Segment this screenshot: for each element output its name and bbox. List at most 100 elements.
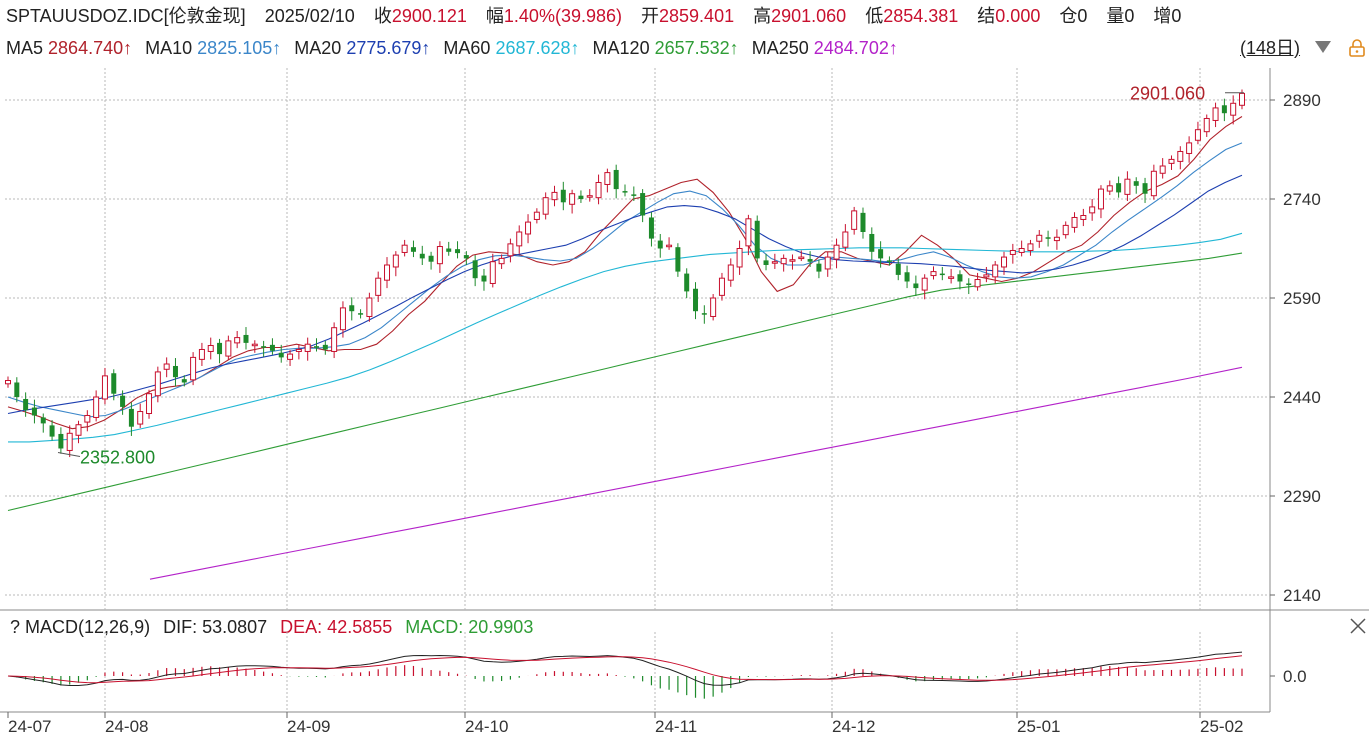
low-value: 2854.381 [883, 6, 959, 26]
symbol-title: SPTAUUSDOZ.IDC[伦敦金现] [6, 6, 246, 26]
candle-body [913, 283, 919, 289]
candle-body [1203, 117, 1210, 133]
candle-body [1001, 256, 1008, 268]
candle-body [798, 256, 805, 260]
vol-label: 量 [1106, 6, 1125, 26]
candle-body [489, 261, 496, 284]
candle-body [974, 279, 981, 288]
candle-body [569, 193, 576, 205]
candle-body [154, 371, 161, 397]
candle-body [921, 277, 928, 291]
candle-body [1116, 183, 1122, 193]
candle-body [455, 249, 461, 254]
open-value: 2859.401 [659, 6, 735, 26]
x-tick-label: 25-01 [1017, 717, 1060, 736]
candle-body [1080, 215, 1087, 220]
candle-body [481, 275, 487, 282]
candle-body [128, 408, 134, 427]
candle-body [428, 255, 434, 262]
candle-body [551, 191, 558, 201]
candle-body [780, 257, 787, 265]
low-price-label: 2352.800 [80, 448, 155, 468]
candle-body [586, 195, 593, 198]
candle-body [163, 363, 170, 370]
change-label: 幅 [485, 6, 504, 26]
candle-body [269, 344, 275, 351]
candle-body [1045, 237, 1051, 239]
candle-body [1089, 206, 1096, 214]
high-value: 2901.060 [771, 6, 847, 26]
candle-body [49, 425, 55, 437]
ma120-value: 2657.532↑ [654, 38, 739, 58]
candle-body [198, 348, 205, 360]
candle-body [957, 274, 963, 282]
candle-body [771, 261, 778, 264]
candle-body [763, 260, 769, 265]
candle-body [1071, 216, 1078, 228]
candle-body [93, 396, 100, 418]
lock-icon[interactable] [1349, 39, 1365, 57]
candle-body [789, 259, 796, 262]
candle-body [295, 348, 302, 352]
candle-body [640, 193, 646, 216]
dea-line [7, 655, 1243, 684]
candle-body [1027, 243, 1034, 251]
ma5-name: MA5 [6, 38, 44, 58]
candle-body [507, 243, 514, 257]
candle-body [243, 334, 249, 343]
candle-body [816, 263, 822, 272]
candle-body [525, 221, 532, 235]
candle-body [948, 276, 955, 279]
candle-body [1221, 105, 1227, 114]
ma120-name: MA120 [592, 38, 650, 58]
x-tick-label: 24-07 [8, 717, 51, 736]
candle-body [251, 343, 258, 347]
y-tick-label: 2890 [1283, 91, 1321, 110]
candle-body [1212, 107, 1219, 121]
high-price-label: 2901.060 [1130, 84, 1205, 104]
macd-value: MACD: 20.9903 [405, 617, 534, 637]
candle-body [1036, 234, 1043, 242]
close-icon[interactable] [1349, 617, 1367, 635]
macd-zero-label: 0.0 [1283, 667, 1307, 686]
oi-value: 0 [1077, 6, 1088, 26]
settle-value: 0.000 [995, 6, 1041, 26]
candle-body [693, 288, 699, 312]
quote-header: SPTAUUSDOZ.IDC[伦敦金现] 2025/02/10 收2900.12… [6, 5, 1181, 27]
macd-dif: DIF: 53.0807 [163, 617, 268, 637]
candle-body [604, 172, 611, 185]
candle-body [904, 272, 910, 282]
candle-body [384, 264, 391, 281]
vol-value: 0 [1124, 6, 1135, 26]
candle-body [1133, 181, 1139, 186]
period-selector[interactable]: (148日) [1240, 38, 1301, 58]
candle-body [745, 218, 752, 247]
candle-body [66, 432, 73, 451]
candle-body [1159, 165, 1166, 174]
candle-body [278, 352, 284, 358]
candle-body [895, 263, 901, 275]
macd-dea: DEA: 42.5855 [280, 617, 393, 637]
candle-body [358, 313, 364, 315]
period-dropdown-icon[interactable] [1315, 41, 1331, 53]
candle-body [401, 244, 408, 253]
x-tick-label: 24-10 [465, 717, 508, 736]
candle-body [1053, 236, 1060, 242]
x-tick-label: 24-11 [655, 717, 697, 736]
candle-body [622, 191, 628, 193]
y-tick-label: 2590 [1283, 289, 1321, 308]
candle-body [807, 259, 813, 262]
candle-body [339, 307, 346, 331]
candle-body [58, 433, 64, 449]
candle-body [1009, 249, 1016, 255]
ma250-line [149, 366, 1243, 580]
candle-body [736, 248, 743, 268]
candle-body [137, 411, 144, 425]
candle-body [886, 260, 892, 262]
candle-body [314, 346, 319, 348]
y-tick-label: 2140 [1283, 586, 1321, 605]
open-label: 开 [641, 6, 660, 26]
candle-body [392, 254, 399, 268]
macd-help-button[interactable]: ? [10, 617, 21, 637]
